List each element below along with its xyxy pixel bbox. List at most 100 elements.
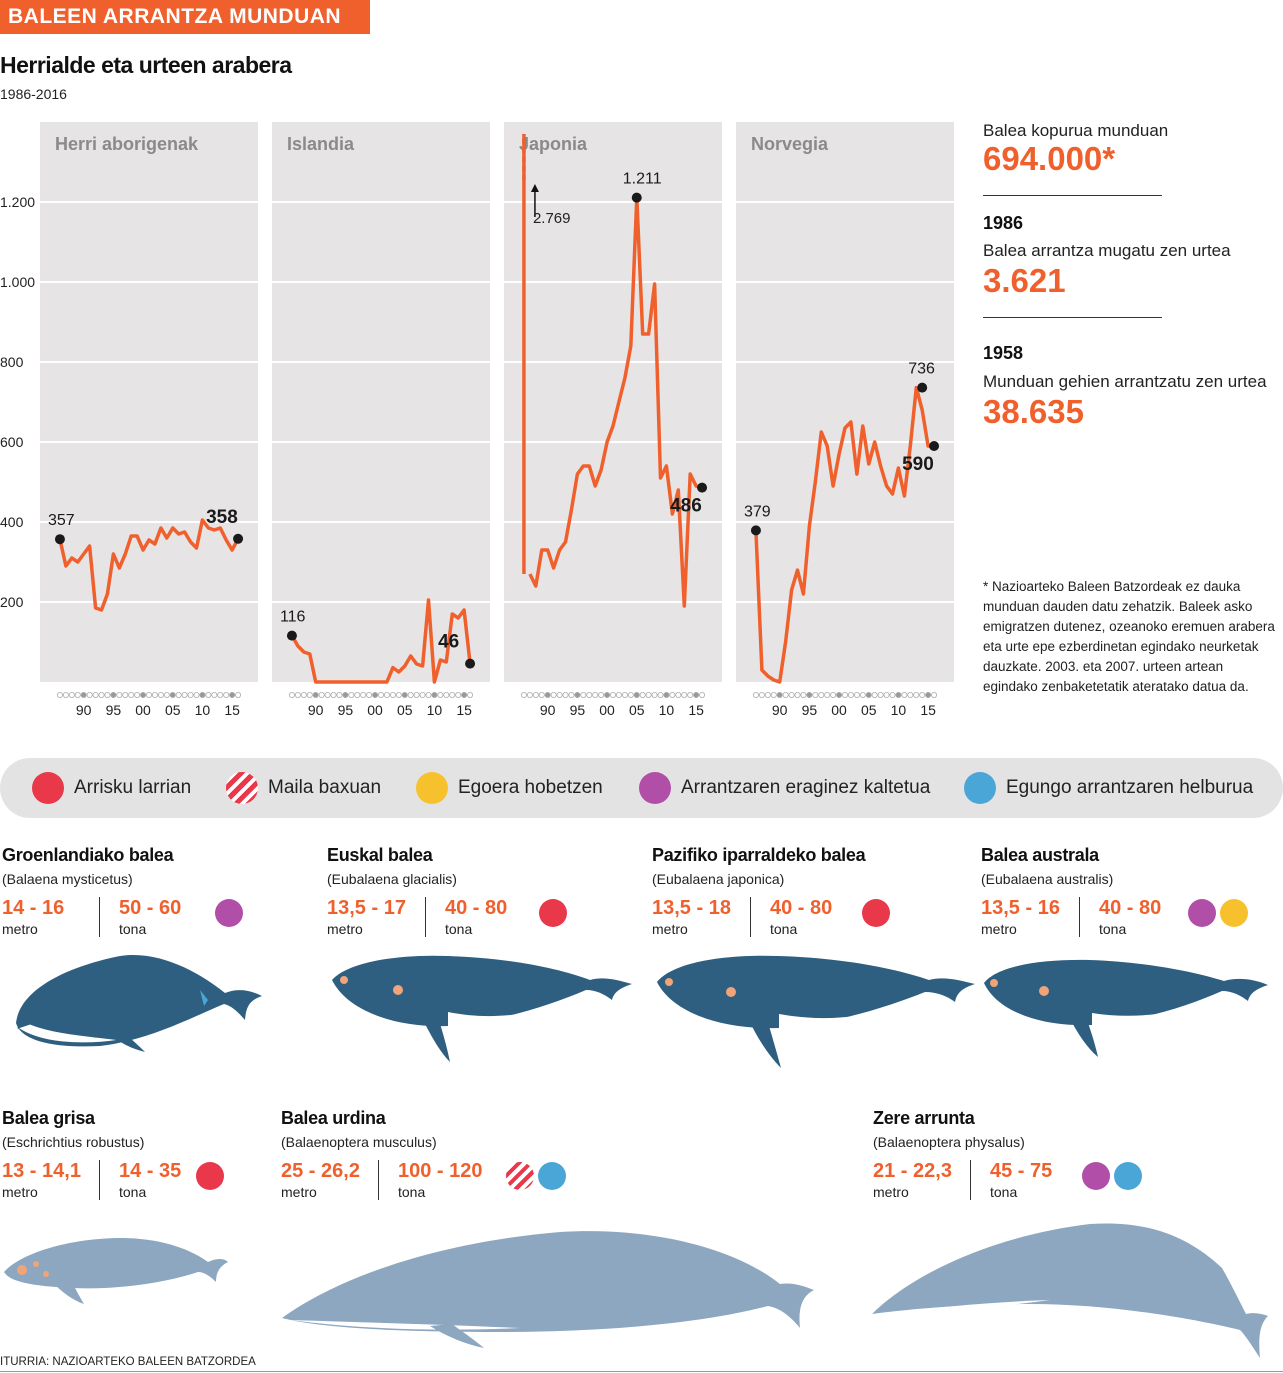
year-tick: [853, 692, 860, 699]
whale-card-north-pacific-right: Pazifiko iparraldeko balea (Eubalaena ja…: [652, 845, 952, 941]
divider: [983, 317, 1162, 318]
year-tick: [865, 692, 872, 699]
year-tick: [134, 692, 141, 699]
whale-card-bowhead: Groenlandiako balea (Balaena mysticetus)…: [2, 845, 302, 941]
year-tick: [586, 692, 593, 699]
status-damaged-icon: [1188, 899, 1216, 927]
data-label: 1.211: [623, 171, 662, 188]
critical-swatch-icon: [32, 772, 64, 804]
year-tick: [633, 692, 640, 699]
year-tick: [574, 692, 581, 699]
damaged-swatch-icon: [639, 772, 671, 804]
status-damaged-icon: [215, 899, 243, 927]
divider: [983, 195, 1162, 196]
year-tick: [598, 692, 605, 699]
whale-scientific-name: (Eubalaena japonica): [652, 871, 785, 887]
year-tick: [205, 692, 212, 699]
status-target-icon: [538, 1162, 566, 1190]
y-tick-label: 1.000: [0, 274, 35, 290]
status-critical-icon: [862, 899, 890, 927]
divider: [970, 1160, 971, 1200]
whale-name: Balea grisa: [2, 1108, 95, 1128]
length-unit: metro: [652, 921, 688, 937]
year-tick: [520, 692, 527, 699]
chart-title: Herrialde eta urteen arabera: [0, 52, 292, 78]
year-tick: [431, 692, 438, 699]
data-point: [286, 630, 297, 641]
year-tick: [312, 692, 319, 699]
status-low-level-icon: [506, 1162, 534, 1190]
year-tick: [770, 692, 777, 699]
x-tick-label: 05: [861, 702, 877, 718]
whale-name: Balea australa: [981, 845, 1099, 865]
year-tick: [193, 692, 200, 699]
data-label: 116: [280, 609, 306, 626]
year-tick: [895, 692, 902, 699]
stat-value-1958: 38.635: [983, 393, 1084, 430]
legend-item-low-level: Maila baxuan: [226, 758, 381, 818]
x-tick-label: 95: [802, 702, 818, 718]
year-tick: [925, 692, 932, 699]
divider: [750, 897, 751, 937]
weight-value: 50 - 60: [119, 897, 182, 919]
year-tick: [455, 692, 462, 699]
year-tick: [413, 692, 420, 699]
status-improving-icon: [1220, 899, 1248, 927]
year-tick: [913, 692, 920, 699]
series-line: [754, 385, 935, 684]
year-tick: [229, 692, 236, 699]
weight-value: 40 - 80: [445, 897, 508, 919]
year-tick: [871, 692, 878, 699]
legend-label: Egoera hobetzen: [458, 777, 603, 798]
year-tick: [645, 692, 652, 699]
year-tick: [627, 692, 634, 699]
series-line: [58, 518, 240, 612]
year-tick: [443, 692, 450, 699]
year-tick: [354, 692, 361, 699]
year-tick: [461, 692, 468, 699]
year-tick: [288, 692, 295, 699]
year-tick: [68, 692, 75, 699]
x-tick-label: 00: [831, 702, 847, 718]
legend-label: Arrantzaren eraginez kaltetua: [681, 777, 931, 798]
year-tick: [675, 692, 682, 699]
legend-item-fishing-damaged: Arrantzaren eraginez kaltetua: [639, 758, 930, 818]
divider: [99, 1160, 100, 1200]
data-label: 46: [438, 632, 459, 653]
y-tick-label: 1.200: [0, 194, 35, 210]
x-tick-label: 10: [427, 702, 443, 718]
weight-value: 14 - 35: [119, 1160, 182, 1182]
y-tick-label: 400: [0, 514, 24, 530]
length-value: 14 - 16: [2, 897, 65, 919]
year-tick: [395, 692, 402, 699]
weight-unit: tona: [398, 1184, 426, 1200]
y-tick-label: 600: [0, 434, 24, 450]
x-tick-label: 00: [367, 702, 383, 718]
data-point: [750, 525, 761, 536]
year-tick: [419, 692, 426, 699]
x-tick-label: 00: [135, 702, 151, 718]
year-tick: [157, 692, 164, 699]
year-tick: [764, 692, 771, 699]
year-tick: [788, 692, 795, 699]
x-tick-label: 10: [891, 702, 907, 718]
year-tick: [211, 692, 218, 699]
world-count-label: Balea kopurua munduan: [983, 121, 1169, 140]
year-tick: [651, 692, 658, 699]
stat-label-1958: Munduan gehien arrantzatu zen urtea: [983, 372, 1267, 391]
year-tick: [104, 692, 111, 699]
data-point: [929, 441, 940, 451]
year-tick: [116, 692, 123, 699]
divider: [99, 897, 100, 937]
year-tick: [437, 692, 444, 699]
year-tick: [235, 692, 242, 699]
whale-card-blue: Balea urdina (Balaenoptera musculus) 25 …: [281, 1108, 601, 1204]
data-point: [54, 534, 65, 545]
data-point: [917, 382, 928, 393]
legend-item-current-target: Egungo arrantzaren helburua: [964, 758, 1253, 818]
legend-label: Maila baxuan: [268, 777, 382, 798]
length-value: 13,5 - 18: [652, 897, 731, 919]
x-tick-label: 15: [920, 702, 936, 718]
stat-value-1986: 3.621: [983, 262, 1066, 299]
year-tick: [842, 692, 849, 699]
